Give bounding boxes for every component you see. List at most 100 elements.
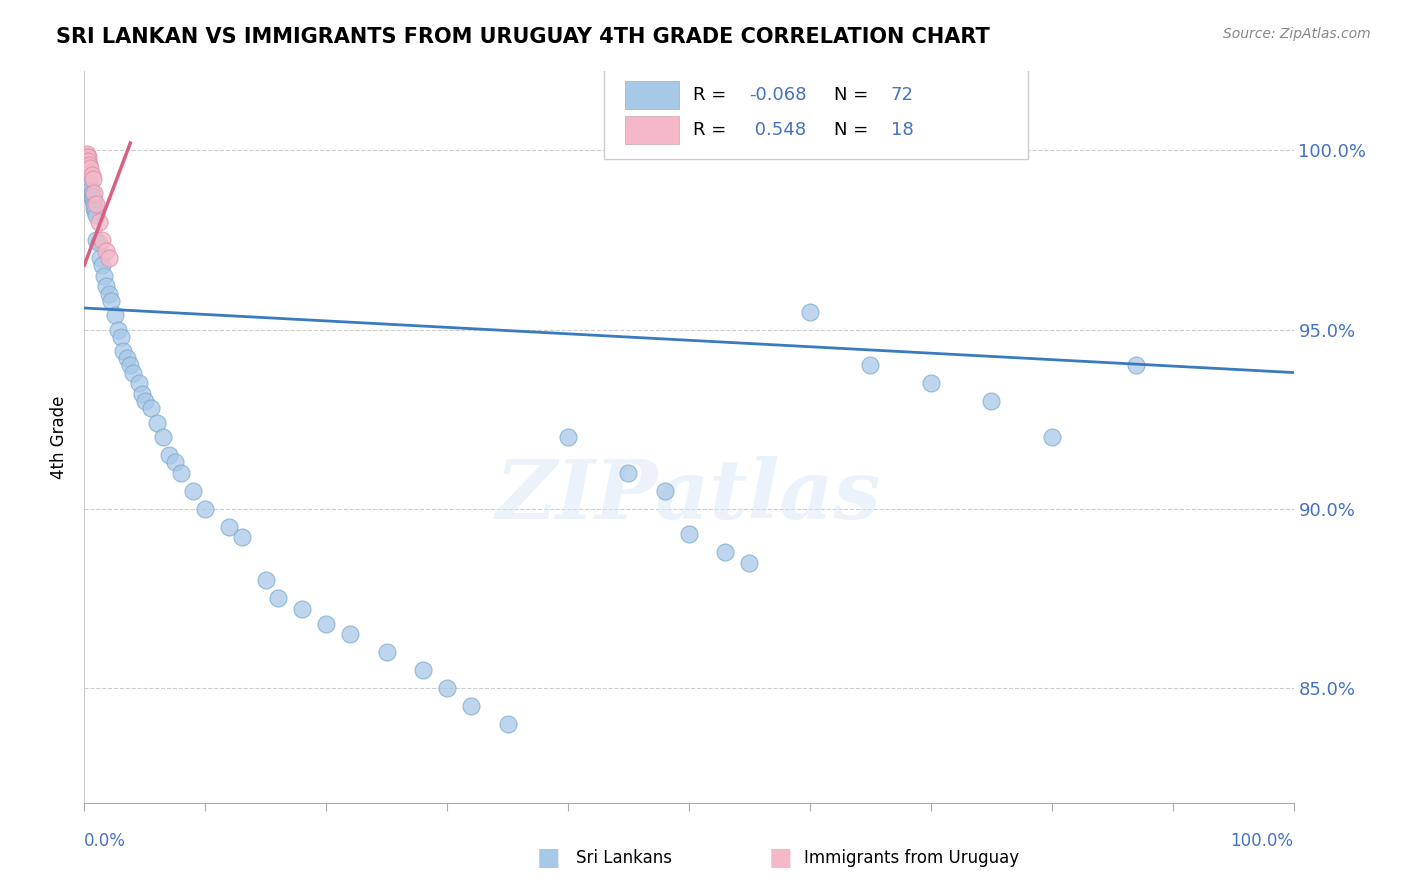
Point — [94, 244, 117, 258]
Point — [460, 698, 482, 713]
Point — [77, 179, 100, 194]
Point — [104, 308, 127, 322]
Text: N =: N = — [834, 86, 875, 103]
Point — [799, 304, 821, 318]
Point — [165, 455, 187, 469]
Point — [231, 531, 253, 545]
Point — [496, 717, 519, 731]
Bar — [624, 81, 679, 109]
Point — [84, 204, 107, 219]
Point — [77, 172, 100, 186]
Point — [128, 376, 150, 391]
Point — [75, 161, 97, 176]
Point — [77, 169, 100, 183]
Point — [557, 430, 579, 444]
Point — [75, 153, 97, 168]
Point — [315, 616, 337, 631]
Point — [83, 201, 105, 215]
Point — [75, 150, 97, 164]
Point — [89, 251, 111, 265]
Text: -0.068: -0.068 — [749, 86, 807, 103]
Point — [79, 179, 101, 194]
Point — [77, 176, 100, 190]
Point — [82, 172, 104, 186]
Point — [980, 394, 1002, 409]
Point — [86, 197, 108, 211]
Point — [194, 501, 217, 516]
Point — [91, 233, 114, 247]
Text: ■: ■ — [769, 847, 792, 870]
Point — [87, 236, 110, 251]
Point — [110, 329, 132, 343]
Text: ZIPatlas: ZIPatlas — [496, 456, 882, 535]
Point — [76, 158, 98, 172]
Text: ■: ■ — [537, 847, 560, 870]
Point — [181, 483, 204, 498]
Point — [75, 158, 97, 172]
Text: R =: R = — [693, 86, 731, 103]
Y-axis label: 4th Grade: 4th Grade — [51, 395, 69, 479]
Point — [134, 394, 156, 409]
Point — [91, 258, 114, 272]
Bar — [624, 116, 679, 144]
FancyBboxPatch shape — [605, 68, 1028, 159]
Point — [77, 165, 100, 179]
Point — [254, 574, 277, 588]
Point — [75, 150, 97, 164]
Point — [75, 153, 97, 168]
Point — [714, 545, 737, 559]
Point — [82, 190, 104, 204]
Text: 0.0%: 0.0% — [84, 832, 127, 850]
Point — [76, 150, 98, 164]
Point — [738, 556, 761, 570]
Point — [112, 344, 135, 359]
Text: SRI LANKAN VS IMMIGRANTS FROM URUGUAY 4TH GRADE CORRELATION CHART: SRI LANKAN VS IMMIGRANTS FROM URUGUAY 4T… — [56, 27, 990, 46]
Point — [412, 663, 434, 677]
Text: Immigrants from Uruguay: Immigrants from Uruguay — [804, 849, 1019, 867]
Point — [76, 165, 98, 179]
Point — [115, 351, 138, 366]
Point — [291, 602, 314, 616]
Point — [131, 387, 153, 401]
Point — [100, 293, 122, 308]
Point — [152, 430, 174, 444]
Point — [146, 416, 169, 430]
Point — [80, 186, 103, 201]
Point — [859, 359, 882, 373]
Point — [120, 359, 142, 373]
Point — [87, 215, 110, 229]
Point — [678, 527, 700, 541]
Point — [97, 286, 120, 301]
Point — [83, 186, 105, 201]
Point — [436, 681, 458, 695]
Text: N =: N = — [834, 121, 875, 139]
Point — [97, 251, 120, 265]
Point — [121, 366, 143, 380]
Point — [86, 233, 108, 247]
Point — [76, 158, 98, 172]
Point — [375, 645, 398, 659]
Point — [77, 150, 100, 164]
Point — [617, 466, 640, 480]
Text: R =: R = — [693, 121, 731, 139]
Point — [218, 519, 240, 533]
Point — [79, 161, 101, 176]
Text: 100.0%: 100.0% — [1230, 832, 1294, 850]
Point — [1040, 430, 1063, 444]
Point — [267, 591, 290, 606]
Point — [76, 169, 98, 183]
Point — [76, 146, 98, 161]
Point — [654, 483, 676, 498]
Point — [83, 197, 105, 211]
Point — [79, 183, 101, 197]
Point — [80, 190, 103, 204]
Point — [86, 208, 108, 222]
Point — [80, 169, 103, 183]
Point — [94, 279, 117, 293]
Point — [157, 448, 180, 462]
Point — [339, 627, 361, 641]
Point — [93, 268, 115, 283]
Text: Sri Lankans: Sri Lankans — [576, 849, 672, 867]
Text: 18: 18 — [891, 121, 914, 139]
Text: 72: 72 — [891, 86, 914, 103]
